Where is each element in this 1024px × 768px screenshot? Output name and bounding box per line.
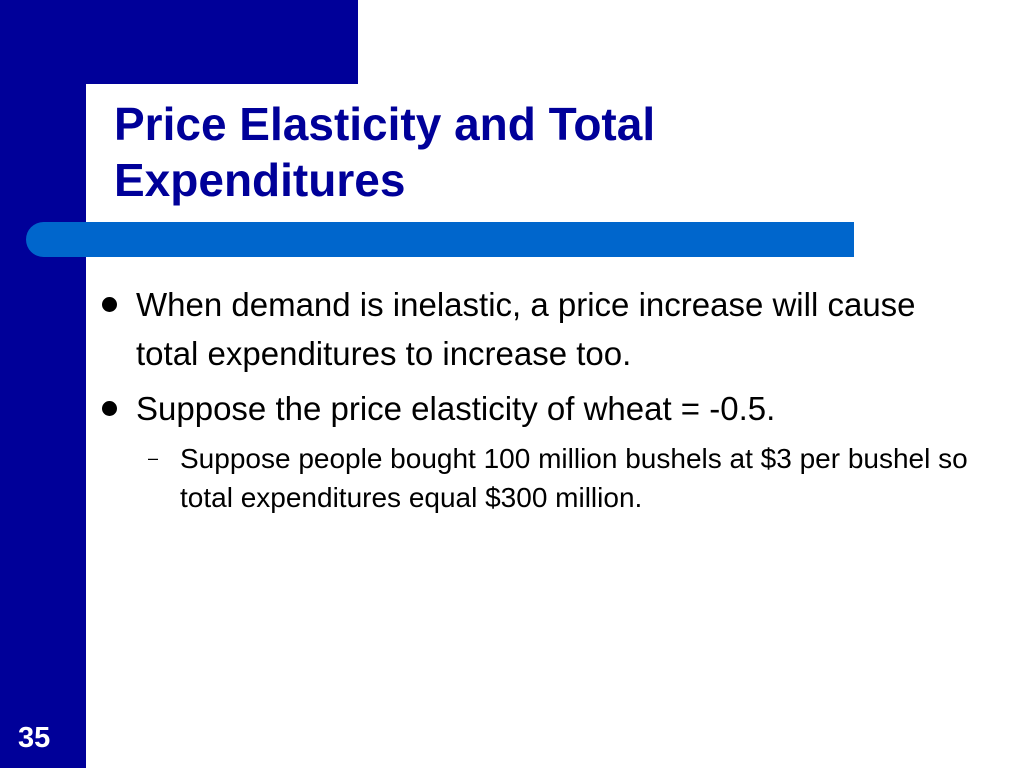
bullet-item: When demand is inelastic, a price increa…: [96, 280, 976, 378]
bullet-item: Suppose the price elasticity of wheat = …: [96, 384, 976, 433]
bullet-dot-icon: [102, 401, 117, 416]
title-accent-bar: [26, 222, 854, 257]
bullet-dot-icon: [102, 297, 117, 312]
dash-bullet-icon: –: [148, 448, 159, 468]
bullet-text: Suppose the price elasticity of wheat = …: [136, 390, 776, 427]
sub-bullet-text: Suppose people bought 100 million bushel…: [180, 443, 968, 513]
top-navy-block: [0, 0, 358, 84]
slide-body: When demand is inelastic, a price increa…: [96, 280, 976, 517]
slide-title: Price Elasticity and Total Expenditures: [114, 98, 656, 206]
sub-bullet-item: – Suppose people bought 100 million bush…: [96, 439, 976, 517]
bullet-text: When demand is inelastic, a price increa…: [136, 286, 916, 372]
left-navy-band: [0, 0, 86, 768]
slide-number: 35: [18, 722, 51, 754]
